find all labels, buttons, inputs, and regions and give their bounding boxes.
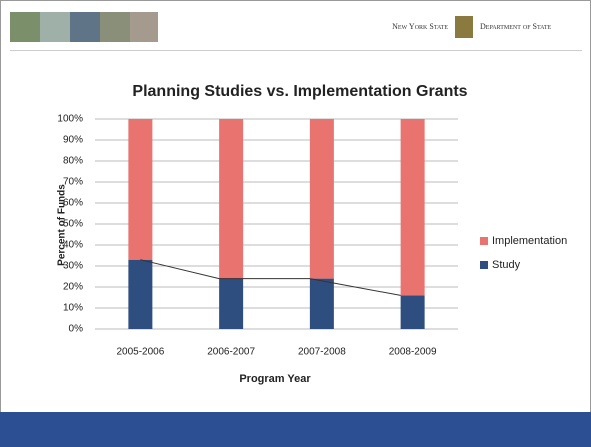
y-tick-label: 90% [63, 135, 83, 146]
y-tick-label: 0% [69, 324, 84, 335]
y-tick-label: 10% [63, 303, 83, 314]
y-tick-label: 70% [63, 177, 83, 188]
bar-segment [219, 278, 244, 329]
y-tick-label: 40% [63, 240, 83, 251]
y-tick-label: 30% [63, 261, 83, 272]
legend-label: Implementation [492, 235, 567, 247]
x-tick-label: 2007-2008 [298, 347, 346, 358]
y-tick-label: 20% [63, 282, 83, 293]
legend-swatch [480, 237, 488, 245]
legend-label: Study [492, 259, 521, 271]
legend-swatch [480, 261, 488, 269]
bar-segment [219, 119, 244, 279]
y-tick-label: 60% [63, 198, 83, 209]
photo-strip [10, 12, 158, 42]
x-axis-label: Program Year [239, 373, 311, 385]
x-tick-label: 2006-2007 [207, 347, 255, 358]
y-tick-label: 80% [63, 156, 83, 167]
footer-band [0, 412, 591, 447]
header-left-text: New York State [392, 22, 448, 31]
bar-segment [128, 259, 153, 329]
y-tick-label: 100% [57, 114, 83, 125]
chart-title: Planning Studies vs. Implementation Gran… [132, 83, 467, 100]
connector-line [140, 259, 401, 296]
bar-segment [309, 119, 334, 279]
x-tick-label: 2008-2009 [389, 347, 437, 358]
y-tick-label: 50% [63, 219, 83, 230]
x-tick-label: 2005-2006 [116, 347, 164, 358]
bar-segment [400, 119, 425, 296]
state-seal [455, 16, 473, 38]
bar-segment [309, 278, 334, 329]
bar-segment [128, 119, 153, 260]
header-right-text: Department of State [480, 22, 552, 31]
y-axis-label: Percent of Funds [57, 184, 68, 266]
bar-segment [400, 295, 425, 329]
header-rule [10, 50, 582, 51]
